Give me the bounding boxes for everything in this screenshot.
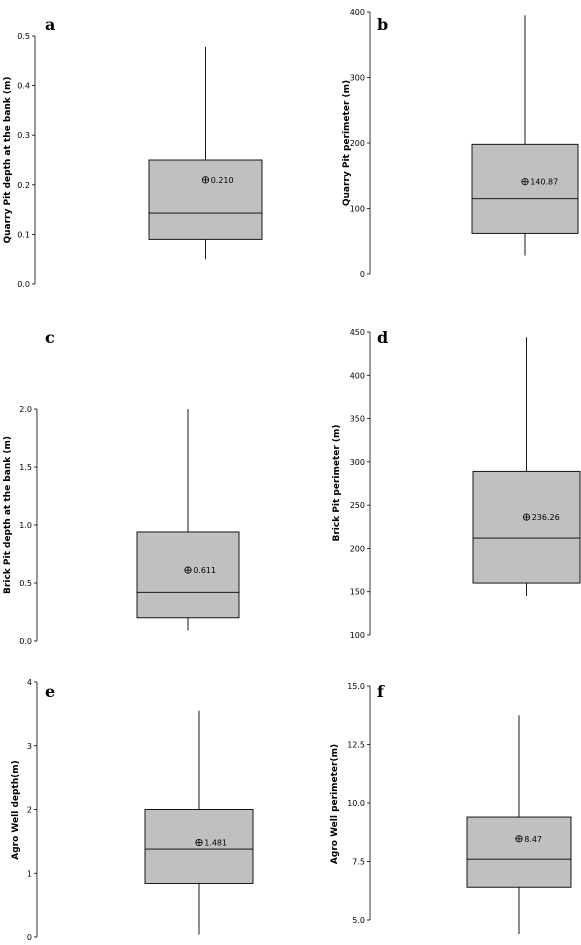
y-tick-label: 400 [350,371,365,380]
panel-d: d Brick Pit perimeter (m) 100 150 200 250 300 3… [332,328,581,640]
y-tick-label: 5.0 [352,916,365,925]
y-tick-label: 200 [350,139,365,148]
y-tick-label: 250 [350,501,365,510]
y-tick-label: 0 [360,270,365,279]
y-tick-label: 300 [350,74,365,83]
y-tick-label: 3 [27,742,32,751]
y-tick-label: 450 [350,328,365,337]
panel-c: c Brick Pit depth at the bank (m) 0.0 0.5 1.… [3,328,240,646]
mean-value-label: 8.47 [524,835,542,844]
y-tick-label: 4 [27,678,32,687]
y-axis-label: Agro Well depth(m) [11,760,21,859]
panel-a: a Quarry Pit depth at the bank (m) 0.0 0.1 0… [3,15,263,289]
y-tick-label: 15.0 [347,682,365,691]
mean-value-label: 0.611 [193,566,216,575]
y-tick-label: 0 [27,933,32,942]
y-tick-label: 300 [350,458,365,467]
y-tick-label: 0.3 [17,131,30,140]
y-tick-label: 7.5 [352,858,365,867]
y-tick-label: 10.0 [347,799,365,808]
y-axis-label: Agro Well perimeter(m) [330,744,340,864]
y-tick-label: 0.0 [19,637,32,646]
panel-letter: f [377,682,385,701]
y-tick-label: 0.5 [17,32,30,41]
iqr-box [136,531,240,619]
mean-value-label: 140.87 [530,178,558,187]
y-axis-label: Quarry Pit depth at the bank (m) [3,76,13,243]
panel-letter: b [377,15,388,34]
panel-e: e Agro Well depth(m) 0 1 2 3 4 1.481 [11,678,254,942]
panel-b: b Quarry Pit perimeter (m) 0 100 200 300 400 14… [342,8,579,279]
y-axis-label: Brick Pit depth at the bank (m) [3,436,13,594]
y-tick-label: 350 [350,415,365,424]
y-tick-label: 100 [350,631,365,640]
y-tick-label: 150 [350,588,365,597]
y-tick-label: 0.5 [19,579,32,588]
panel-letter: d [377,328,388,347]
y-tick-label: 1.0 [19,521,32,530]
y-tick-label: 0.1 [17,230,30,239]
y-tick-label: 400 [350,8,365,17]
y-axis-label: Quarry Pit perimeter (m) [342,80,352,206]
y-tick-label: 12.5 [347,741,365,750]
y-tick-label: 100 [350,205,365,214]
iqr-box [144,809,254,884]
panel-letter: c [45,328,55,347]
iqr-box [472,470,581,584]
y-tick-label: 0.2 [17,181,30,190]
y-tick-label: 0.4 [17,82,30,91]
panel-f: f Agro Well perimeter(m) 5.0 7.5 10.0 12.5 15.… [330,682,572,935]
mean-value-label: 236.26 [532,513,560,522]
panel-letter: e [45,682,55,701]
y-axis-label: Brick Pit perimeter (m) [332,424,342,541]
iqr-box [471,143,579,234]
y-tick-label: 0.0 [17,280,30,289]
y-tick-label: 2.0 [19,405,32,414]
mean-value-label: 0.210 [211,176,234,185]
iqr-box [148,159,263,240]
y-tick-label: 2 [27,806,32,815]
y-tick-label: 1 [27,869,32,878]
y-tick-label: 200 [350,544,365,553]
panel-letter: a [45,15,55,34]
y-tick-label: 1.5 [19,463,32,472]
iqr-box [466,816,572,888]
mean-value-label: 1.481 [204,839,227,848]
